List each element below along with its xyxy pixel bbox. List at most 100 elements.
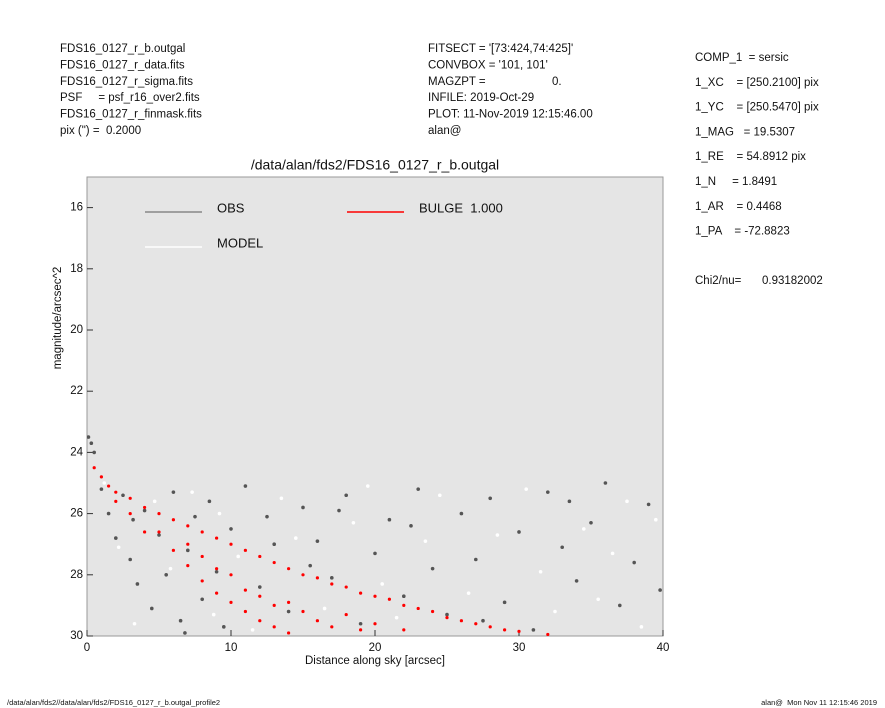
point	[658, 588, 662, 592]
header-text: pix (") = 0.2000	[60, 125, 141, 137]
point	[301, 609, 305, 614]
header-text: 1_MAG = 19.5307	[695, 126, 795, 138]
y-tick-label: 22	[70, 385, 83, 397]
point	[186, 548, 190, 553]
y-axis-label: magnitude/arcsec^2	[52, 267, 64, 370]
point	[229, 573, 233, 577]
point	[474, 622, 478, 626]
point	[286, 609, 291, 614]
point	[423, 539, 428, 543]
point	[157, 511, 161, 516]
point	[217, 511, 222, 516]
header-text: COMP_1 = sersic	[695, 52, 789, 64]
header-text: alan@	[428, 125, 461, 137]
header-text: 1_RE = 54.8912 pix	[695, 151, 806, 163]
point	[258, 619, 262, 623]
point	[229, 600, 233, 604]
point	[272, 560, 276, 565]
header-text: 1_AR = 0.4468	[695, 201, 782, 213]
y-tick-label: 20	[70, 324, 83, 336]
point	[168, 566, 173, 571]
point	[186, 542, 190, 546]
point	[132, 621, 137, 626]
point	[488, 625, 492, 629]
legend-label: BULGE 1.000	[419, 200, 503, 215]
point	[102, 481, 107, 485]
point	[322, 606, 327, 611]
point	[229, 542, 233, 546]
header-value: 0.	[552, 76, 562, 88]
point	[287, 631, 291, 635]
point	[183, 631, 187, 635]
point	[142, 508, 147, 513]
point	[654, 517, 658, 522]
y-tick-label: 26	[70, 508, 83, 520]
point	[114, 490, 118, 494]
point	[603, 481, 608, 485]
point	[106, 511, 111, 516]
point	[229, 527, 233, 531]
point	[610, 551, 615, 556]
header-text: INFILE: 2019-Oct-29	[428, 92, 534, 104]
header-text: CONVBOX = '101, 101'	[428, 59, 548, 71]
point	[92, 450, 96, 455]
header-text: MAGZPT =	[428, 76, 486, 88]
point	[222, 625, 226, 629]
point	[128, 557, 132, 562]
point	[632, 560, 636, 565]
point	[459, 511, 464, 516]
y-tick-label: 28	[70, 569, 83, 581]
point	[431, 609, 435, 614]
point	[92, 466, 96, 470]
x-tick-label: 0	[84, 642, 90, 654]
x-tick-label: 10	[225, 642, 238, 654]
point	[164, 573, 168, 577]
point	[546, 632, 550, 636]
point	[330, 625, 334, 629]
point	[315, 619, 319, 623]
point	[430, 566, 435, 571]
point	[157, 530, 161, 534]
point	[315, 539, 320, 543]
point	[618, 603, 622, 608]
point	[301, 573, 305, 577]
header-text: FDS16_0127_r_finmask.fits	[60, 109, 202, 121]
point	[344, 612, 348, 617]
point	[121, 493, 125, 498]
point	[546, 490, 550, 494]
point	[308, 563, 313, 568]
point	[359, 628, 363, 632]
footer-text: /data/alan/fds2//data/alan/fds2/FDS16_01…	[7, 698, 220, 707]
point	[272, 625, 276, 629]
y-tick-label: 18	[70, 263, 83, 275]
point	[131, 517, 135, 522]
header-text: PLOT: 11-Nov-2019 12:15:46.00	[428, 109, 593, 121]
point	[359, 591, 363, 595]
legend-label: MODEL	[217, 235, 263, 250]
point	[416, 606, 420, 611]
point	[358, 621, 363, 626]
point	[215, 591, 219, 595]
point	[143, 505, 147, 510]
header-text: 1_N = 1.8491	[695, 176, 777, 188]
point	[438, 493, 442, 498]
header-text: 1_YC = [250.5470] pix	[695, 102, 819, 114]
point	[445, 612, 449, 617]
point	[214, 569, 219, 574]
header-text: FDS16_0127_r_sigma.fits	[60, 76, 193, 88]
header-text: FDS16_0127_r_b.outgal	[60, 43, 185, 55]
point	[200, 530, 204, 534]
x-tick-label: 30	[513, 642, 526, 654]
point	[351, 520, 356, 525]
point	[272, 542, 277, 546]
point	[589, 520, 593, 525]
point	[287, 567, 291, 571]
point	[567, 499, 572, 504]
point	[211, 612, 216, 617]
point	[272, 603, 276, 608]
point	[524, 487, 528, 491]
point	[150, 606, 154, 611]
point	[135, 582, 140, 586]
